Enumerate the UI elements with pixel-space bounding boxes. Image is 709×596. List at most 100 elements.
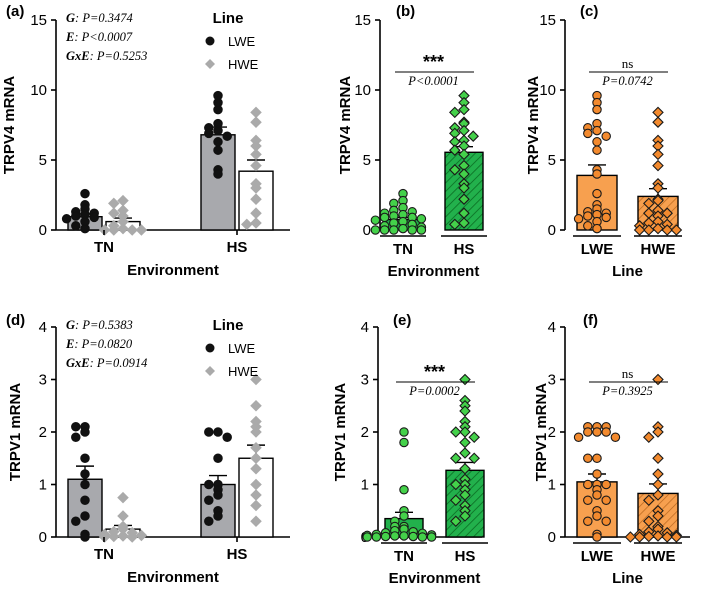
- data-point: [652, 116, 664, 128]
- data-point: [450, 494, 462, 507]
- data-point: [583, 221, 593, 231]
- data-point-lwe: [204, 495, 214, 505]
- data-point-lwe: [213, 453, 223, 463]
- data-point: [601, 212, 611, 223]
- x-tick-label: HS: [455, 548, 476, 565]
- data-point: [592, 427, 602, 437]
- y-tick-label: 15: [354, 12, 371, 29]
- stat-value: : P<0.0007: [74, 30, 132, 44]
- data-point: [573, 214, 584, 224]
- data-point: [458, 148, 470, 161]
- data-point: [592, 125, 602, 136]
- data-point-lwe: [213, 104, 223, 115]
- significance-marker: ***: [423, 52, 444, 72]
- x-tick-label: TN: [393, 241, 413, 258]
- y-tick-label: 0: [548, 222, 556, 239]
- stat-line: E: P<0.0007: [65, 30, 133, 44]
- data-point: [592, 490, 602, 500]
- data-point-hwe: [250, 148, 262, 161]
- data-point: [592, 104, 602, 115]
- data-point-lwe: [80, 453, 90, 463]
- data-point-hwe: [250, 426, 262, 438]
- data-point: [370, 215, 381, 225]
- data-point-lwe: [71, 221, 81, 231]
- data-point-lwe: [80, 223, 90, 234]
- data-point: [458, 182, 470, 194]
- data-point-lwe: [61, 214, 72, 224]
- data-point: [416, 225, 427, 235]
- data-point: [652, 106, 664, 119]
- y-tick-label: 3: [361, 372, 369, 389]
- data-point-lwe: [204, 479, 214, 490]
- data-point: [583, 479, 593, 490]
- significance-marker: ns: [622, 366, 634, 381]
- data-point-hwe: [117, 194, 129, 207]
- data-point-hwe: [108, 224, 120, 236]
- x-tick-label: HS: [227, 239, 248, 256]
- data-point: [583, 495, 593, 505]
- y-tick-label: 15: [539, 12, 556, 29]
- data-point: [459, 436, 471, 449]
- x-axis-label: Environment: [127, 262, 219, 279]
- data-point-hwe: [250, 499, 262, 512]
- panel-label: (f): [583, 312, 598, 329]
- data-point-lwe: [213, 137, 223, 147]
- data-point: [661, 224, 673, 236]
- data-point-hwe: [108, 207, 120, 219]
- data-point: [652, 159, 664, 172]
- data-point-lwe: [213, 145, 223, 155]
- data-point-hwe: [250, 462, 262, 475]
- legend-label-hwe: HWE: [228, 364, 259, 379]
- data-point-lwe: [71, 211, 81, 221]
- data-point: [652, 373, 664, 386]
- data-point: [416, 214, 427, 224]
- stat-value: : P=0.5253: [90, 49, 148, 63]
- data-point: [652, 148, 664, 161]
- data-point: [601, 516, 611, 526]
- y-tick-label: 5: [548, 152, 556, 169]
- y-axis-label: TRPV4 mRNA: [525, 76, 542, 175]
- data-point: [661, 531, 673, 543]
- legend-label-lwe: LWE: [228, 34, 256, 49]
- data-point-lwe: [80, 469, 90, 479]
- data-point: [601, 479, 611, 490]
- data-point-lwe: [213, 169, 223, 179]
- data-point: [643, 224, 655, 236]
- stat-term: G: [66, 318, 75, 332]
- data-point-lwe: [71, 516, 81, 526]
- x-tick-label: HS: [227, 546, 248, 563]
- data-point-lwe: [222, 131, 232, 141]
- y-tick-label: 10: [354, 82, 371, 99]
- data-point: [670, 224, 683, 236]
- panel-f: (f) TRPV1 mRNA 0 1 2 3 4 LWE HWE Line ns P=0.3925: [533, 312, 690, 587]
- legend-label-lwe: LWE: [228, 341, 256, 356]
- stat-line: GxE: P=0.5253: [66, 49, 147, 63]
- y-tick-label: 1: [548, 477, 556, 494]
- y-tick-label: 4: [548, 319, 556, 336]
- data-point: [592, 453, 602, 463]
- p-value: P=0.3925: [601, 384, 652, 398]
- data-point-hwe: [250, 399, 262, 412]
- data-point: [408, 531, 418, 542]
- panel-label: (d): [6, 312, 25, 329]
- data-point: [379, 212, 390, 223]
- y-tick-label: 0: [39, 529, 47, 546]
- data-point: [458, 193, 470, 205]
- data-point: [370, 225, 381, 235]
- data-point: [652, 426, 664, 438]
- data-point: [407, 225, 417, 235]
- significance-marker: ***: [424, 362, 445, 382]
- data-point: [643, 494, 655, 507]
- y-tick-label: 4: [39, 319, 47, 336]
- data-point: [601, 427, 611, 437]
- data-point: [398, 223, 408, 234]
- data-point: [468, 452, 480, 465]
- x-axis-label: Environment: [389, 570, 481, 587]
- y-tick-label: 2: [39, 424, 47, 441]
- data-point-lwe: [71, 421, 81, 432]
- legend-marker-hwe: [205, 59, 215, 69]
- y-tick-label: 10: [30, 82, 47, 99]
- panel-label: (c): [580, 3, 598, 20]
- data-point: [610, 432, 621, 442]
